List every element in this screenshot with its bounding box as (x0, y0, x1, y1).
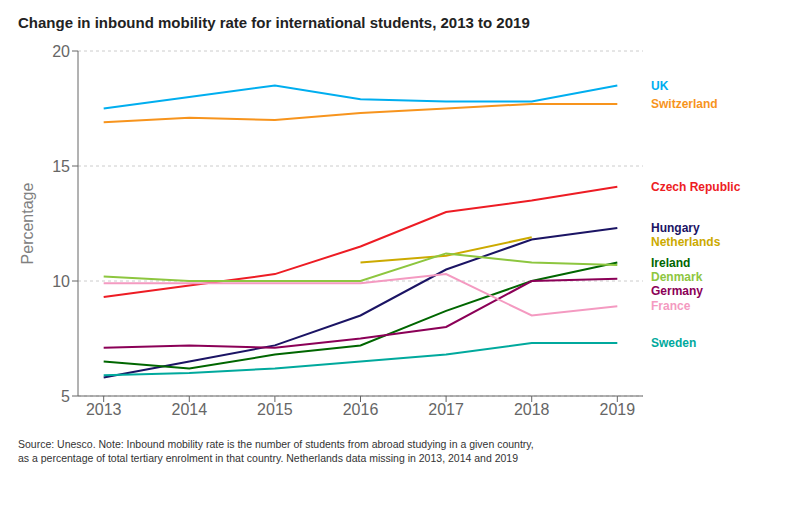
svg-text:2017: 2017 (428, 401, 464, 418)
svg-text:20: 20 (52, 43, 70, 60)
svg-text:15: 15 (52, 158, 70, 175)
html-text:Source: Unesco. Note: Inbound: Source: Unesco. Note: Inbound mobility r… (18, 438, 534, 464)
html-text:Netherlands: Netherlands (651, 235, 721, 250)
svg-text:2014: 2014 (171, 401, 207, 418)
html-text:Sweden: Sweden (651, 336, 697, 351)
html-text:Ireland: Ireland (651, 255, 691, 270)
svg-text:2019: 2019 (600, 401, 636, 418)
svg-text:2018: 2018 (514, 401, 550, 418)
svg-text:5: 5 (61, 388, 70, 405)
svg-text:10: 10 (52, 273, 70, 290)
html-text:Denmark: Denmark (651, 269, 703, 284)
html-text:France: France (651, 299, 691, 314)
html-text:Germany: Germany (651, 283, 703, 298)
svg-text:Percentage: Percentage (19, 182, 36, 264)
html-text:Hungary: Hungary (651, 221, 700, 236)
svg-text:2015: 2015 (257, 401, 293, 418)
html-text:Switzerland: Switzerland (651, 96, 718, 111)
svg-text:2013: 2013 (86, 401, 122, 418)
html-text:Change in inbound mobility rat: Change in inbound mobility rate for inte… (18, 14, 530, 31)
svg-text:2016: 2016 (343, 401, 379, 418)
html-text:Czech Republic: Czech Republic (651, 179, 741, 194)
html-text:UK: UK (651, 78, 669, 93)
